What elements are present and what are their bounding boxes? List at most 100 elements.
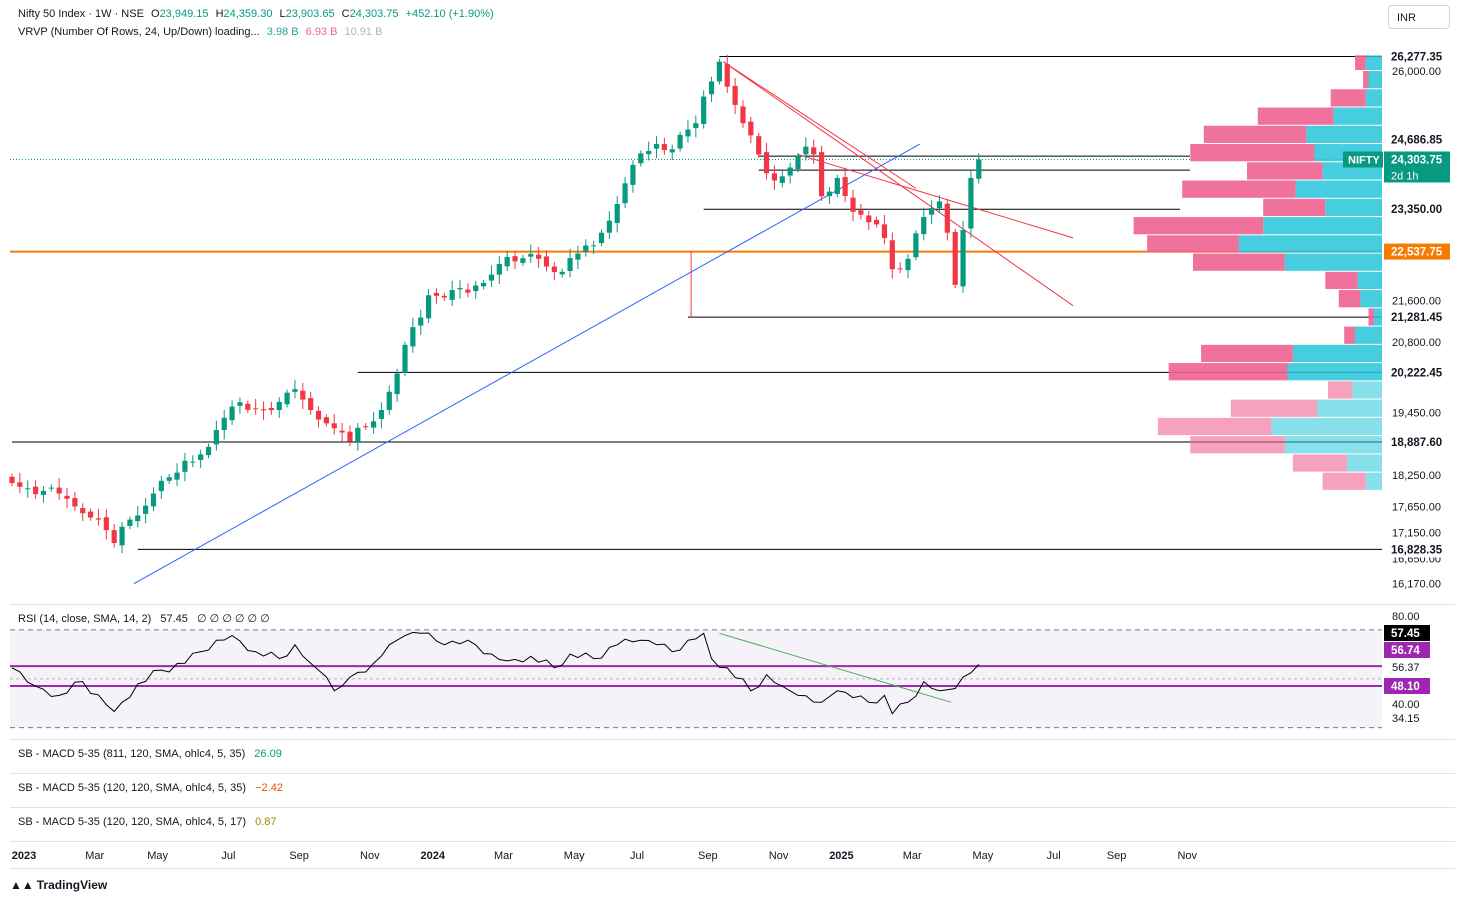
candle-body xyxy=(355,427,361,443)
candle-body xyxy=(174,472,180,480)
vp-up-bar xyxy=(1352,381,1382,399)
candle-body xyxy=(308,398,314,411)
candle-body xyxy=(779,176,785,183)
time-axis-tick: 2023 xyxy=(12,850,36,862)
candle-body xyxy=(166,477,172,481)
price-label-box xyxy=(1384,364,1450,381)
candle-body xyxy=(716,61,722,82)
candle-body xyxy=(481,282,487,287)
tradingview-logo[interactable]: ▲▲ TradingView xyxy=(10,878,108,892)
vp-down-bar xyxy=(1133,217,1264,235)
candle-body xyxy=(897,268,903,270)
currency-button[interactable]: INR xyxy=(1388,5,1450,29)
candle-body xyxy=(496,263,502,275)
macd-legend-3: SB - MACD 5-35 (120, 120, SMA, ohlc4, 5,… xyxy=(18,816,277,828)
price-label-box xyxy=(1384,131,1450,148)
time-axis-tick: Mar xyxy=(494,850,513,862)
candle-body xyxy=(740,106,746,124)
candle-body xyxy=(520,258,526,263)
candle-body xyxy=(198,454,204,461)
candle-body xyxy=(88,511,94,518)
vp-down-bar xyxy=(1203,125,1307,144)
candle-body xyxy=(418,317,424,326)
vp-up-bar xyxy=(1317,399,1382,417)
price-axis-tick: 18,250.00 xyxy=(1392,470,1441,482)
candle-body xyxy=(575,253,581,260)
vrvp-label: VRVP (Number Of Rows, 24, Up/Down) loadi… xyxy=(18,26,260,38)
candle-body xyxy=(591,245,597,247)
candle-body xyxy=(929,208,935,215)
rsi-label-box xyxy=(1384,678,1430,694)
channel-line xyxy=(797,153,1074,239)
vp-up-bar xyxy=(1306,125,1382,144)
candle-body xyxy=(441,295,447,298)
price-axis-tick: 21,600.00 xyxy=(1392,296,1441,308)
low-value: 23,903.65 xyxy=(285,8,335,20)
time-axis-tick: 2024 xyxy=(420,850,445,862)
vp-down-bar xyxy=(1147,235,1239,253)
tradingview-icon: ▲▲ xyxy=(10,878,34,892)
candle-body xyxy=(229,406,235,421)
pane-separator xyxy=(10,604,1455,605)
candle-body xyxy=(205,446,212,456)
candle-body xyxy=(245,403,251,410)
vp-down-bar xyxy=(1368,308,1374,326)
price-axis-tick: 26,000.00 xyxy=(1392,66,1441,78)
candle-body xyxy=(598,232,605,244)
pane-separator xyxy=(10,739,1455,740)
candle-body xyxy=(127,519,133,526)
vp-down-bar xyxy=(1168,363,1288,381)
candle-body xyxy=(425,295,432,319)
candle-body xyxy=(512,256,518,262)
candle-body xyxy=(614,204,620,223)
candle-body xyxy=(646,150,652,155)
candle-body xyxy=(465,289,471,293)
time-axis-tick: Sep xyxy=(289,850,309,862)
candle-body xyxy=(56,487,62,494)
vrvp-header: VRVP (Number Of Rows, 24, Up/Down) loadi… xyxy=(18,26,386,38)
uptrend-line xyxy=(133,143,921,585)
candle-body xyxy=(300,390,306,400)
vp-up-bar xyxy=(1284,436,1382,454)
vp-down-bar xyxy=(1190,144,1315,162)
price-axis-tick: 20,800.00 xyxy=(1392,337,1441,349)
vrvp-total: 10.91 B xyxy=(344,26,383,38)
candle-body xyxy=(889,240,895,270)
candle-body xyxy=(661,144,667,151)
close-value: 24,303.75 xyxy=(349,8,399,20)
vp-up-bar xyxy=(1325,198,1382,217)
candle-body xyxy=(976,159,982,179)
vp-down-bar xyxy=(1292,454,1347,472)
vp-up-bar xyxy=(1373,308,1382,326)
rsi-line xyxy=(11,631,980,715)
macd-legend-2: SB - MACD 5-35 (120, 120, SMA, ohlc4, 5,… xyxy=(18,782,283,794)
candle-body xyxy=(606,220,612,233)
candle-body xyxy=(213,430,219,445)
price-label: 26,277.35 xyxy=(1391,52,1443,64)
candle-body xyxy=(284,392,290,405)
candle-body xyxy=(276,401,282,411)
price-label: 23,350.00 xyxy=(1391,204,1442,216)
time-axis-tick: Nov xyxy=(1177,850,1197,862)
price-axis-tick: 19,450.00 xyxy=(1392,408,1441,420)
candle-body xyxy=(708,81,715,95)
vp-down-bar xyxy=(1330,89,1366,107)
candle-body xyxy=(583,245,589,252)
candle-body xyxy=(410,327,416,347)
price-label-box xyxy=(1384,48,1450,65)
price-label: 16,828.35 xyxy=(1391,544,1443,556)
candle-body xyxy=(363,426,369,428)
candle-body xyxy=(504,256,510,267)
rsi-name: RSI (14, close, SMA, 14, 2) xyxy=(18,613,152,625)
price-label: 18,887.60 xyxy=(1391,437,1442,449)
vp-down-bar xyxy=(1338,290,1361,308)
candle-body xyxy=(315,410,322,420)
time-axis-tick: Nov xyxy=(769,850,789,862)
candle-body xyxy=(9,476,15,484)
vp-up-bar xyxy=(1287,363,1382,381)
vp-down-bar xyxy=(1355,55,1366,70)
candle-body xyxy=(874,219,880,225)
vrvp-down: 6.93 B xyxy=(305,26,338,38)
change-value: +452.10 (+1.90%) xyxy=(405,8,494,20)
